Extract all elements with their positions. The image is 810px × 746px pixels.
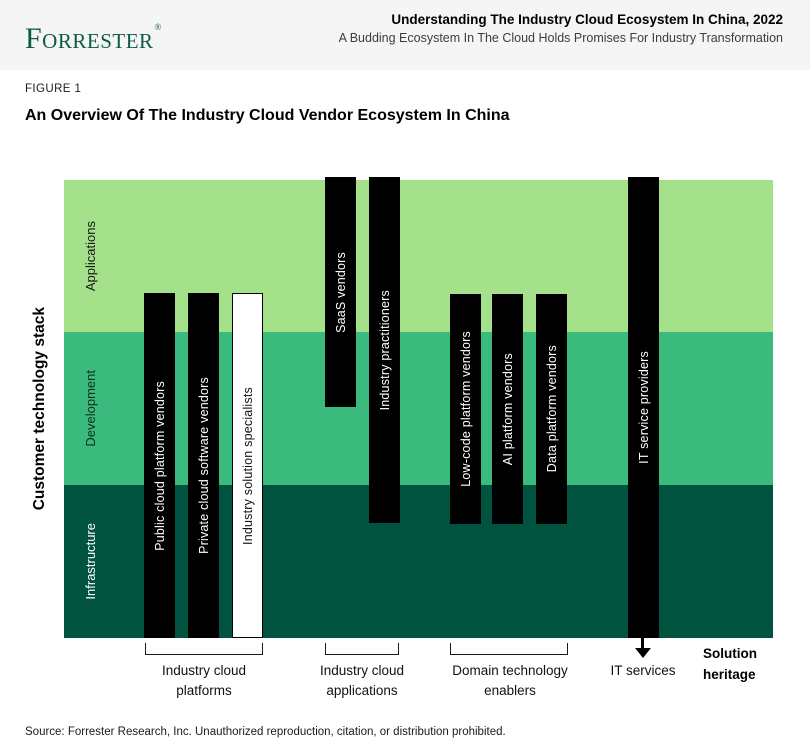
vendor-bar-private-cloud-software-vendors: Private cloud software vendors [188, 293, 219, 638]
stack-chart: Applications Development Infrastructure … [64, 177, 773, 638]
forrester-logo-text: Forrester [25, 22, 154, 55]
vendor-bar-label: Private cloud software vendors [196, 377, 211, 554]
solution-heritage-label: Solution heritage [703, 646, 757, 682]
vendor-bar-saas-vendors: SaaS vendors [325, 177, 356, 407]
band-label-wrap: Applications [75, 180, 105, 332]
down-arrow-icon [635, 648, 651, 658]
heritage-arrow-stem [641, 638, 644, 649]
vendor-bar-public-cloud-platform-vendors: Public cloud platform vendors [144, 293, 175, 638]
report-title: Understanding The Industry Cloud Ecosyst… [391, 12, 783, 27]
vendor-bar-data-platform-vendors: Data platform vendors [536, 294, 567, 524]
figure-label: FIGURE 1 [25, 83, 82, 95]
vendor-bar-industry-practitioners: Industry practitioners [369, 177, 400, 523]
bracket-industry-cloud-platforms [145, 643, 263, 655]
group-label-industry-cloud-applications: Industry cloud applications [319, 663, 405, 698]
band-label-wrap: Development [75, 332, 105, 485]
masthead-titles: Understanding The Industry Cloud Ecosyst… [339, 12, 783, 45]
vendor-bar-label: IT service providers [636, 351, 651, 464]
masthead: Forrester® Understanding The Industry Cl… [0, 0, 810, 70]
figure-title: An Overview Of The Industry Cloud Vendor… [25, 107, 510, 124]
bracket-industry-cloud-applications [325, 643, 399, 655]
group-label-it-services: IT services [610, 663, 676, 678]
vendor-bar-low-code-platform-vendors: Low-code platform vendors [450, 294, 481, 524]
vendor-bar-label: Industry solution specialists [240, 386, 255, 545]
band-label-applications: Applications [82, 220, 98, 292]
report-subtitle: A Budding Ecosystem In The Cloud Holds P… [338, 31, 783, 45]
band-label-development: Development [82, 370, 98, 447]
vendor-bar-industry-solution-specialists: Industry solution specialists [232, 293, 263, 638]
y-axis-label: Customer technology stack [26, 180, 54, 638]
source-line: Source: Forrester Research, Inc. Unautho… [25, 726, 506, 738]
band-label-infrastructure: Infrastructure [82, 523, 98, 600]
vendor-bar-label: Industry practitioners [377, 289, 392, 411]
group-label-domain-technology-enablers: Domain technology enablers [452, 663, 568, 698]
vendor-bar-label: Data platform vendors [544, 345, 559, 473]
vendor-bar-label: Low-code platform vendors [458, 331, 473, 487]
forrester-logo: Forrester® [25, 22, 161, 56]
vendor-bar-it-service-providers: IT service providers [628, 177, 659, 638]
y-axis-label-text: Customer technology stack [31, 307, 48, 511]
vendor-bar-ai-platform-vendors: AI platform vendors [492, 294, 523, 524]
band-label-wrap: Infrastructure [75, 485, 105, 638]
vendor-bar-label: AI platform vendors [500, 352, 515, 466]
group-label-industry-cloud-platforms: Industry cloud platforms [161, 663, 247, 698]
bracket-domain-technology-enablers [450, 643, 568, 655]
vendor-bar-label: Public cloud platform vendors [152, 380, 167, 551]
registered-mark-icon: ® [154, 22, 162, 32]
vendor-bar-label: SaaS vendors [333, 251, 348, 333]
